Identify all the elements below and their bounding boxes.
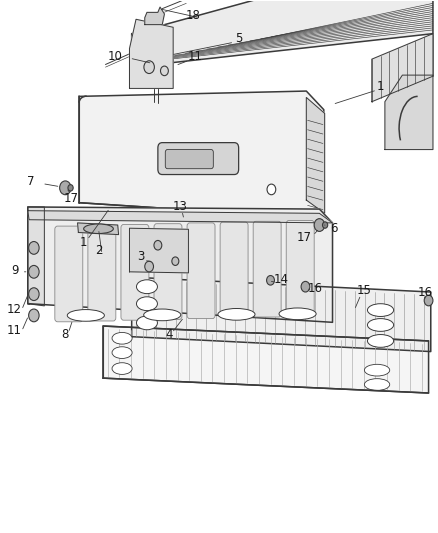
FancyBboxPatch shape <box>88 225 116 321</box>
FancyBboxPatch shape <box>158 143 239 174</box>
Polygon shape <box>306 98 325 213</box>
Circle shape <box>424 295 433 306</box>
Polygon shape <box>78 223 119 235</box>
Ellipse shape <box>84 224 113 233</box>
Polygon shape <box>132 277 431 352</box>
Ellipse shape <box>112 363 132 374</box>
FancyBboxPatch shape <box>165 150 213 168</box>
Polygon shape <box>130 19 173 88</box>
Ellipse shape <box>367 319 394 332</box>
Text: 17: 17 <box>297 231 312 244</box>
Ellipse shape <box>112 333 132 344</box>
Polygon shape <box>372 34 433 102</box>
Ellipse shape <box>67 310 104 321</box>
Polygon shape <box>103 326 428 393</box>
FancyBboxPatch shape <box>121 224 149 320</box>
Text: 16: 16 <box>417 286 433 298</box>
Text: 6: 6 <box>330 222 337 235</box>
Circle shape <box>314 219 325 231</box>
Text: 11: 11 <box>7 324 22 337</box>
Text: 1: 1 <box>377 80 384 93</box>
Ellipse shape <box>112 347 132 359</box>
Polygon shape <box>385 75 433 150</box>
FancyBboxPatch shape <box>253 221 281 317</box>
Circle shape <box>301 281 310 292</box>
Circle shape <box>68 184 73 191</box>
FancyBboxPatch shape <box>220 222 248 318</box>
Text: 2: 2 <box>95 244 102 257</box>
Circle shape <box>172 257 179 265</box>
Text: 3: 3 <box>137 251 144 263</box>
FancyBboxPatch shape <box>154 224 182 319</box>
Circle shape <box>322 222 328 228</box>
Circle shape <box>145 261 153 272</box>
Ellipse shape <box>367 304 394 317</box>
Circle shape <box>60 181 71 195</box>
Text: 14: 14 <box>273 273 289 286</box>
Text: 7: 7 <box>27 175 34 188</box>
Circle shape <box>160 66 168 76</box>
Circle shape <box>144 61 154 74</box>
Circle shape <box>28 241 39 254</box>
Ellipse shape <box>364 365 390 376</box>
Ellipse shape <box>137 280 157 294</box>
Polygon shape <box>28 207 44 306</box>
Text: 5: 5 <box>235 33 242 45</box>
Text: 16: 16 <box>307 282 322 295</box>
Circle shape <box>267 184 276 195</box>
Text: 10: 10 <box>108 50 123 63</box>
FancyBboxPatch shape <box>187 223 215 319</box>
Text: 4: 4 <box>165 328 173 341</box>
Circle shape <box>28 309 39 322</box>
Text: 11: 11 <box>187 50 202 63</box>
Text: 18: 18 <box>185 9 200 22</box>
Text: 8: 8 <box>62 328 69 341</box>
Circle shape <box>28 288 39 301</box>
Polygon shape <box>145 7 164 25</box>
Ellipse shape <box>279 308 316 320</box>
Text: 17: 17 <box>64 192 79 205</box>
Circle shape <box>154 240 162 250</box>
Text: 9: 9 <box>11 264 18 277</box>
Ellipse shape <box>137 316 157 330</box>
Ellipse shape <box>364 378 390 390</box>
Text: 12: 12 <box>6 303 21 316</box>
Ellipse shape <box>137 297 157 311</box>
FancyBboxPatch shape <box>286 221 314 316</box>
Polygon shape <box>79 91 324 219</box>
Text: 13: 13 <box>173 200 188 213</box>
FancyBboxPatch shape <box>55 226 83 322</box>
Polygon shape <box>130 228 188 273</box>
Ellipse shape <box>367 335 394 348</box>
Circle shape <box>267 276 275 285</box>
Circle shape <box>28 265 39 278</box>
Ellipse shape <box>218 309 255 320</box>
Polygon shape <box>132 0 433 67</box>
Text: 1: 1 <box>80 236 88 249</box>
Polygon shape <box>28 207 332 322</box>
Polygon shape <box>28 211 332 223</box>
Ellipse shape <box>144 309 181 321</box>
Text: 15: 15 <box>357 285 371 297</box>
